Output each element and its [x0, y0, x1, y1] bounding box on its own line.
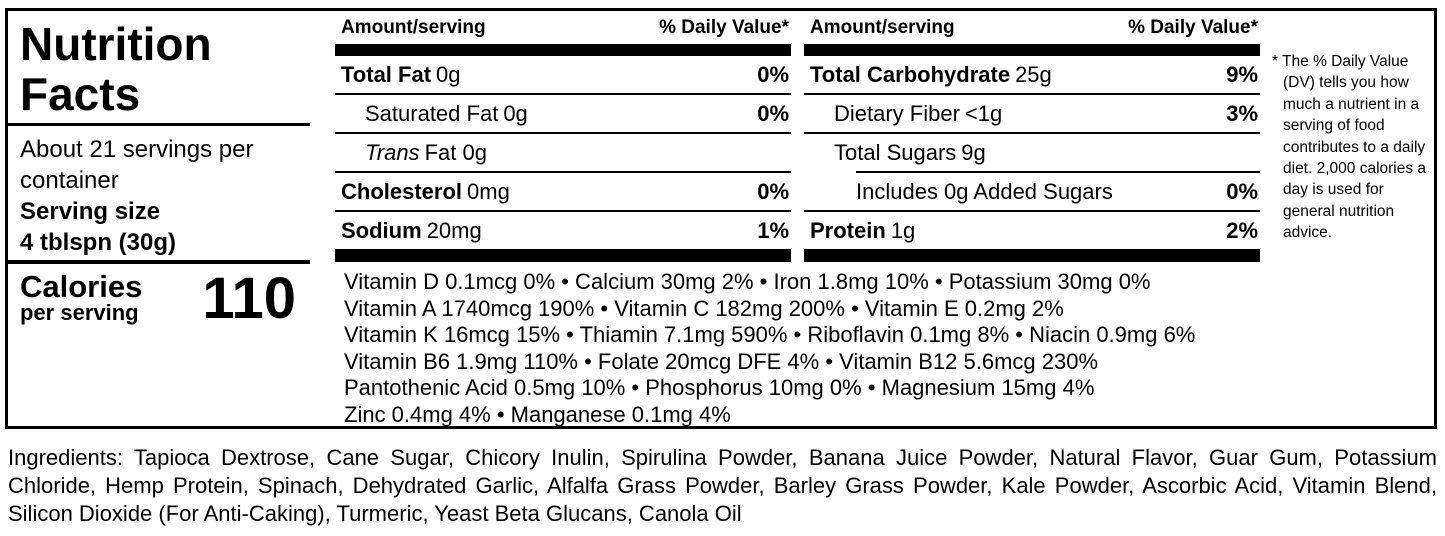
nutrient-name: Sodium 20mg — [341, 217, 482, 243]
daily-value: 0% — [1226, 178, 1258, 204]
micronutrient-line: Pantothenic Acid 0.5mg 10% • Phosphorus … — [344, 375, 1095, 400]
nutrient-name: Protein 1g — [810, 217, 916, 243]
nutrient-name: Dietary Fiber <1g — [834, 100, 1003, 126]
micronutrient-line: Vitamin B6 1.9mg 110% • Folate 20mcg DFE… — [344, 348, 1099, 374]
daily-value: 0% — [757, 100, 789, 126]
nutrient-row-sodium: Sodium 20mg 1% — [335, 212, 791, 249]
divider — [804, 93, 1260, 95]
nutrient-name: Cholesterol 0mg — [341, 178, 510, 204]
daily-value: 3% — [1226, 100, 1258, 126]
micronutrients-block: Vitamin D 0.1mcg 0% • Calcium 30mg 2% • … — [335, 262, 1263, 428]
nutrient-row-total-fat: Total Fat 0g 0% — [335, 56, 791, 93]
nutrient-row-total-sugars: Total Sugars 9g — [804, 134, 1260, 171]
servings-per-container: About 21 servings per container — [20, 136, 254, 194]
serving-size-value: 4 tblspn (30g) — [20, 229, 177, 256]
calories-label: Calories — [20, 269, 143, 304]
nutrient-row-dietary-fiber: Dietary Fiber <1g 3% — [804, 95, 1260, 132]
serving-info-block: About 21 servings per container Serving … — [8, 126, 310, 260]
thick-bar — [335, 44, 791, 56]
micronutrient-line: Zinc 0.4mg 4% • Manganese 0.1mg 4% — [344, 401, 731, 427]
left-summary-panel: Nutrition Facts About 21 servings per co… — [8, 11, 310, 426]
divider — [335, 210, 791, 212]
micronutrient-line: Vitamin K 16mcg 15% • Thiamin 7.1mg 590%… — [344, 322, 1196, 347]
nutrient-name: Total Carbohydrate 25g — [810, 61, 1052, 87]
micronutrient-line: Vitamin A 1740mcg 190% • Vitamin C 182mg… — [344, 295, 1064, 321]
daily-value: 0% — [757, 61, 789, 87]
nutrient-row-saturated-fat: Saturated Fat 0g 0% — [335, 95, 791, 132]
divider — [335, 171, 791, 173]
nutrient-row-total-carbohydrate: Total Carbohydrate 25g 9% — [804, 56, 1260, 93]
nutrient-name: Total Fat 0g — [341, 61, 461, 87]
nutrient-row-cholesterol: Cholesterol 0mg 0% — [335, 173, 791, 210]
nutrient-row-trans-fat: Trans Fat 0g — [335, 134, 791, 171]
column-header: Amount/serving % Daily Value* — [804, 11, 1260, 44]
column-header: Amount/serving % Daily Value* — [335, 11, 791, 44]
nutrient-name: Saturated Fat 0g — [365, 100, 528, 126]
nutrient-name: Total Sugars 9g — [834, 139, 986, 165]
amount-per-serving-header: Amount/serving — [341, 17, 486, 38]
serving-size-label: Serving size — [20, 198, 161, 225]
nutrient-name: Trans Fat 0g — [365, 139, 487, 165]
thick-bar — [804, 249, 1260, 262]
divider — [8, 260, 310, 264]
nutrient-name: Includes 0g Added Sugars — [856, 178, 1113, 204]
nutrient-row-added-sugars: Includes 0g Added Sugars 0% — [804, 173, 1260, 210]
divider — [804, 132, 1260, 134]
daily-value: 2% — [1226, 217, 1258, 243]
nutrition-facts-title: Nutrition Facts — [20, 18, 212, 120]
nutrition-facts-panel: Nutrition Facts About 21 servings per co… — [5, 8, 1437, 429]
nutrient-columns-section: Amount/serving % Daily Value* Total Fat 0… — [335, 11, 1263, 428]
ingredients-list: Ingredients: Tapioca Dextrose, Cane Suga… — [8, 445, 1437, 526]
amount-per-serving-header: Amount/serving — [810, 17, 955, 38]
calories-value: 110 — [202, 266, 296, 331]
nutrient-column-carb-protein: Amount/serving % Daily Value* Total Carb… — [804, 11, 1260, 262]
calories-sublabel: per serving — [20, 300, 139, 325]
daily-value: 0% — [757, 178, 789, 204]
nutrient-row-protein: Protein 1g 2% — [804, 212, 1260, 249]
calories-label-block: Calories per serving — [20, 269, 202, 325]
divider — [8, 123, 310, 126]
nutrient-columns: Amount/serving % Daily Value* Total Fat 0… — [335, 11, 1263, 262]
divider — [335, 93, 791, 95]
divider — [335, 132, 791, 134]
daily-value-footnote: * The % Daily Value (DV) tells you how m… — [1272, 53, 1427, 242]
divider — [804, 210, 1260, 212]
daily-value-header: % Daily Value* — [659, 17, 789, 38]
daily-value-header: % Daily Value* — [1128, 17, 1258, 38]
thick-bar — [335, 249, 791, 262]
thick-bar — [804, 44, 1260, 56]
daily-value: 9% — [1226, 61, 1258, 87]
micronutrient-line: Vitamin D 0.1mcg 0% • Calcium 30mg 2% • … — [344, 269, 1151, 294]
daily-value: 1% — [757, 217, 789, 243]
calories-row: Calories per serving 110 — [8, 264, 310, 331]
divider-indented — [856, 171, 1260, 173]
nutrient-column-fat-sodium: Amount/serving % Daily Value* Total Fat 0… — [335, 11, 791, 262]
